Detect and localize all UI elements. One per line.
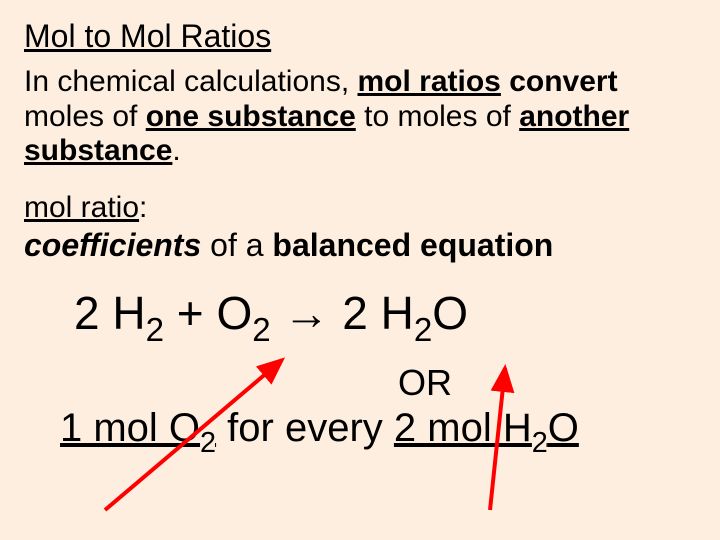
intro-paragraph: In chemical calculations, mol ratios con… <box>24 65 696 169</box>
text: 2 mol H <box>394 406 532 450</box>
text-emphasis: coefficients <box>24 227 201 263</box>
text-underline: mol ratio <box>24 191 139 224</box>
subscript: 2 <box>252 312 270 349</box>
or-separator: OR <box>154 362 696 404</box>
text-bold: one substance <box>146 100 356 133</box>
text-bold: mol ratios <box>358 65 501 98</box>
eq-term: 2 H <box>342 287 414 339</box>
eq-arrow: → <box>271 287 343 339</box>
subscript: 2 <box>146 312 164 349</box>
chemical-equation: 2 H2 + O2 → 2 H2O <box>74 286 696 348</box>
text: O <box>548 406 579 450</box>
eq-term: 2 H <box>74 287 146 339</box>
eq-term: O <box>216 287 252 339</box>
text: of a <box>201 227 272 263</box>
text: In chemical calculations, <box>24 65 358 98</box>
subscript: 2 <box>414 312 432 349</box>
text: to moles of <box>356 100 519 133</box>
eq-term: O <box>432 287 468 339</box>
text: 1 mol O <box>60 406 200 450</box>
text-underline: 1 mol O2 <box>60 406 216 450</box>
text-bold: balanced equation <box>272 227 553 263</box>
text: . <box>172 134 180 167</box>
coefficients-line: coefficients of a balanced equation <box>24 227 696 264</box>
text: moles of <box>24 100 146 133</box>
subscript: 2 <box>532 427 548 459</box>
slide-title: Mol to Mol Ratios <box>24 18 696 55</box>
eq-plus: + <box>164 287 216 339</box>
text-bold: convert <box>501 65 618 98</box>
text: : <box>139 191 147 224</box>
text: for every <box>216 406 394 450</box>
text-underline: 2 mol H2O <box>394 406 579 450</box>
mol-ratio-label: mol ratio: <box>24 191 696 225</box>
subscript: 2 <box>200 427 216 459</box>
ratio-statement: 1 mol O2 for every 2 mol H2O <box>60 406 696 458</box>
